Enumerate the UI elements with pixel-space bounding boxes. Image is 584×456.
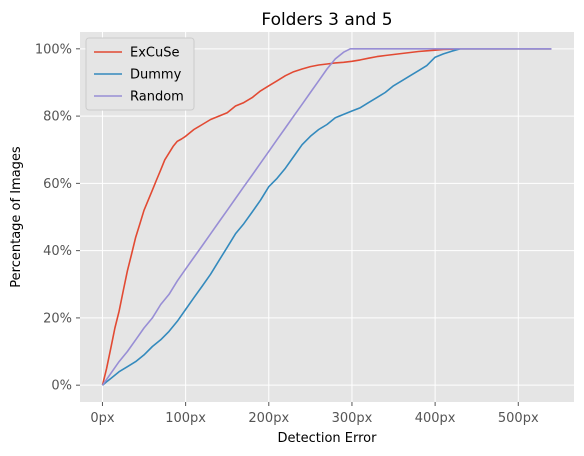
y-tick-label: 0% <box>51 379 72 394</box>
y-tick-label: 60% <box>43 177 72 192</box>
y-axis-label: Percentage of Images <box>9 146 24 288</box>
y-tick-label: 40% <box>43 244 72 259</box>
x-tick-label: 300px <box>332 411 373 426</box>
x-tick-label: 0px <box>90 411 115 426</box>
x-tick-label: 100px <box>165 411 206 426</box>
y-tick-label: 100% <box>35 42 72 57</box>
x-axis-label: Detection Error <box>278 431 378 446</box>
series-layer <box>101 47 552 386</box>
x-tick-label: 200px <box>248 411 289 426</box>
y-axis: 0% 20% 40% 60% 80% 100% <box>35 42 80 394</box>
chart-title: Folders 3 and 5 <box>261 10 392 30</box>
y-tick-label: 80% <box>43 110 72 125</box>
x-axis: 0px 100px 200px 300px 400px 500px <box>90 402 539 426</box>
legend-label-excuse: ExCuSe <box>130 46 179 61</box>
grid <box>80 32 574 402</box>
y-tick-label: 20% <box>43 311 72 326</box>
legend: ExCuSe Dummy Random <box>85 37 195 111</box>
legend-box <box>85 37 195 111</box>
legend-label-random: Random <box>130 90 184 105</box>
series-line-excuse <box>101 47 552 386</box>
series-line-random <box>101 47 552 386</box>
legend-label-dummy: Dummy <box>130 68 182 83</box>
x-tick-label: 500px <box>498 411 539 426</box>
x-tick-label: 400px <box>415 411 456 426</box>
series-line-dummy <box>101 47 552 386</box>
